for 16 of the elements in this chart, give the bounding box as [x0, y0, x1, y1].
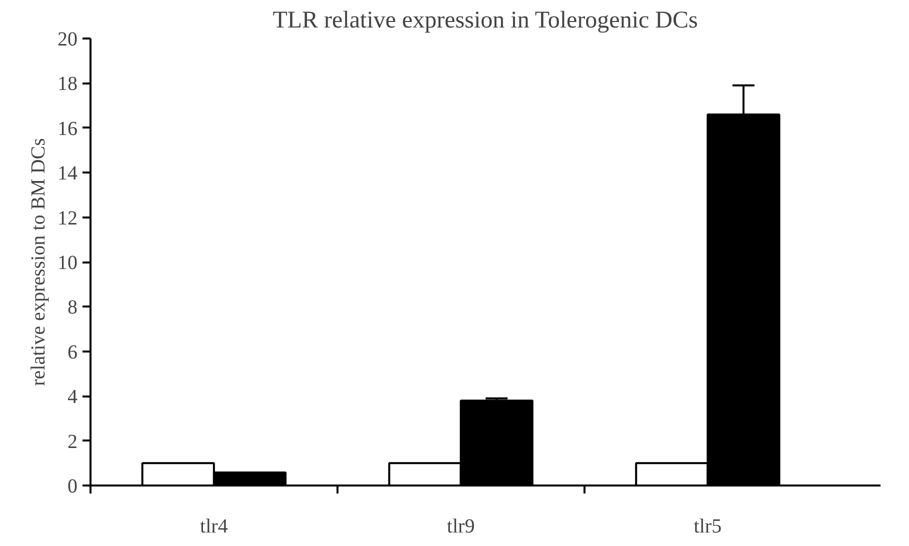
y-tick-label: 18	[58, 73, 78, 96]
x-tick-label: tlr5	[694, 516, 722, 538]
y-tick-label: 10	[58, 252, 78, 274]
x-tick-label: tlr9	[446, 516, 475, 538]
y-tick-label: 16	[58, 118, 78, 140]
y-tick-label: 2	[68, 430, 78, 453]
y-tick-label: 14	[58, 162, 78, 185]
y-tick-label: 12	[58, 207, 78, 230]
y-tick-label: 4	[68, 386, 78, 408]
y-tick-label: 6	[68, 341, 78, 364]
y-tick-label: 0	[68, 476, 78, 498]
y-tick-label: 8	[68, 296, 78, 319]
y-tick-label: 20	[58, 28, 78, 50]
y-axis-title: relative expression to BM DCs	[28, 138, 50, 386]
chart-title: TLR relative expression in Tolerogenic DCs	[272, 8, 698, 34]
x-tick-label: tlr4	[200, 516, 228, 538]
